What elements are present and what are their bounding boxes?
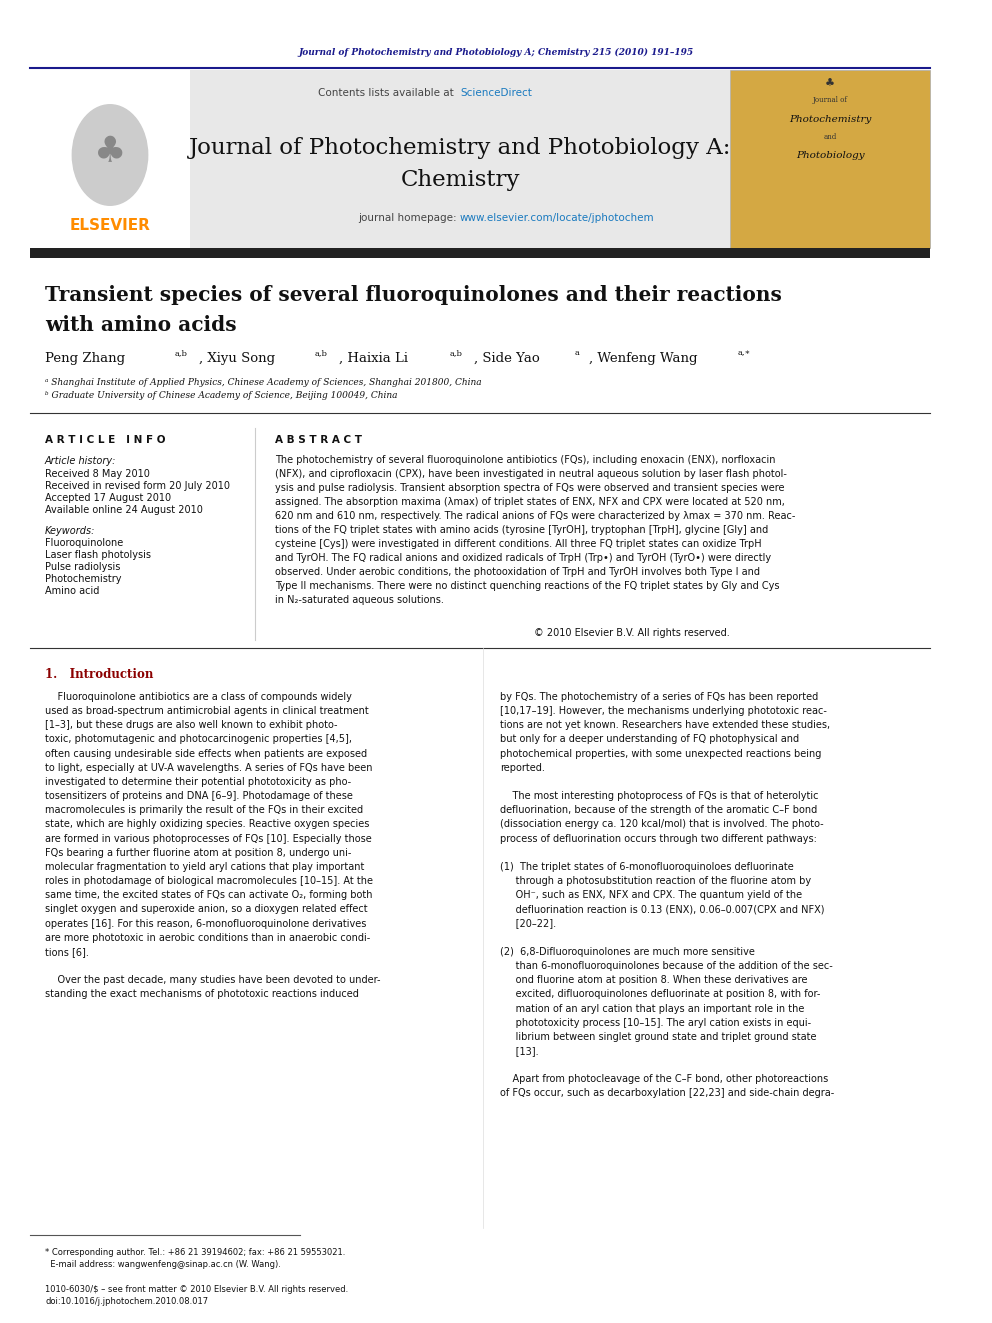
Bar xyxy=(30,247,930,258)
Text: Journal of: Journal of xyxy=(812,97,847,105)
Text: , Wenfeng Wang: , Wenfeng Wang xyxy=(589,352,697,365)
Text: Photobiology: Photobiology xyxy=(796,151,864,160)
Text: E-mail address: wangwenfeng@sinap.ac.cn (W. Wang).: E-mail address: wangwenfeng@sinap.ac.cn … xyxy=(45,1259,281,1269)
Bar xyxy=(190,70,730,247)
Text: Article history:: Article history: xyxy=(45,456,116,466)
Text: ScienceDirect: ScienceDirect xyxy=(460,89,532,98)
Text: ♣: ♣ xyxy=(94,135,126,169)
Text: Chemistry: Chemistry xyxy=(400,169,520,191)
Text: Available online 24 August 2010: Available online 24 August 2010 xyxy=(45,505,203,515)
Text: and: and xyxy=(823,134,836,142)
Text: with amino acids: with amino acids xyxy=(45,315,237,335)
Text: A R T I C L E   I N F O: A R T I C L E I N F O xyxy=(45,435,166,445)
Text: ᵃ Shanghai Institute of Applied Physics, Chinese Academy of Sciences, Shanghai 2: ᵃ Shanghai Institute of Applied Physics,… xyxy=(45,378,482,388)
Bar xyxy=(730,70,930,247)
Text: Received 8 May 2010: Received 8 May 2010 xyxy=(45,468,150,479)
Text: © 2010 Elsevier B.V. All rights reserved.: © 2010 Elsevier B.V. All rights reserved… xyxy=(535,628,730,638)
Text: 1010-6030/$ – see front matter © 2010 Elsevier B.V. All rights reserved.: 1010-6030/$ – see front matter © 2010 El… xyxy=(45,1285,348,1294)
Text: ♣: ♣ xyxy=(825,79,835,89)
Text: Fluoroquinolone antibiotics are a class of compounds widely
used as broad-spectr: Fluoroquinolone antibiotics are a class … xyxy=(45,692,381,999)
Text: ELSEVIER: ELSEVIER xyxy=(69,217,151,233)
Text: Amino acid: Amino acid xyxy=(45,586,99,595)
Text: , Xiyu Song: , Xiyu Song xyxy=(199,352,275,365)
Text: 1.   Introduction: 1. Introduction xyxy=(45,668,154,681)
Text: The photochemistry of several fluoroquinolone antibiotics (FQs), including enoxa: The photochemistry of several fluoroquin… xyxy=(275,455,796,605)
Text: Fluoroquinolone: Fluoroquinolone xyxy=(45,538,123,548)
Text: by FQs. The photochemistry of a series of FQs has been reported
[10,17–19]. Howe: by FQs. The photochemistry of a series o… xyxy=(500,692,834,1098)
Text: Photochemistry: Photochemistry xyxy=(45,574,121,583)
Text: A B S T R A C T: A B S T R A C T xyxy=(275,435,362,445)
Text: a,b: a,b xyxy=(175,349,187,357)
Text: Received in revised form 20 July 2010: Received in revised form 20 July 2010 xyxy=(45,482,230,491)
Text: , Haixia Li: , Haixia Li xyxy=(339,352,408,365)
Text: Pulse radiolysis: Pulse radiolysis xyxy=(45,562,120,572)
Text: doi:10.1016/j.jphotochem.2010.08.017: doi:10.1016/j.jphotochem.2010.08.017 xyxy=(45,1297,208,1306)
Text: Photochemistry: Photochemistry xyxy=(789,115,871,124)
Text: Contents lists available at: Contents lists available at xyxy=(317,89,460,98)
Text: Keywords:: Keywords: xyxy=(45,527,95,536)
Text: Transient species of several fluoroquinolones and their reactions: Transient species of several fluoroquino… xyxy=(45,284,782,306)
Text: a,∗: a,∗ xyxy=(738,349,751,357)
Text: Laser flash photolysis: Laser flash photolysis xyxy=(45,550,151,560)
Circle shape xyxy=(72,105,148,205)
Text: journal homepage:: journal homepage: xyxy=(358,213,460,224)
Text: Journal of Photochemistry and Photobiology A; Chemistry 215 (2010) 191–195: Journal of Photochemistry and Photobiolo… xyxy=(299,48,693,57)
Bar xyxy=(30,70,190,247)
Text: Journal of Photochemistry and Photobiology A:: Journal of Photochemistry and Photobiolo… xyxy=(188,138,731,159)
Text: , Side Yao: , Side Yao xyxy=(474,352,540,365)
Text: a,b: a,b xyxy=(450,349,463,357)
Text: Accepted 17 August 2010: Accepted 17 August 2010 xyxy=(45,493,172,503)
Text: * Corresponding author. Tel.: +86 21 39194602; fax: +86 21 59553021.: * Corresponding author. Tel.: +86 21 391… xyxy=(45,1248,345,1257)
Text: a,b: a,b xyxy=(315,349,328,357)
Text: ᵇ Graduate University of Chinese Academy of Science, Beijing 100049, China: ᵇ Graduate University of Chinese Academy… xyxy=(45,392,398,400)
Text: a: a xyxy=(575,349,580,357)
Text: Peng Zhang: Peng Zhang xyxy=(45,352,125,365)
Text: www.elsevier.com/locate/jphotochem: www.elsevier.com/locate/jphotochem xyxy=(460,213,655,224)
